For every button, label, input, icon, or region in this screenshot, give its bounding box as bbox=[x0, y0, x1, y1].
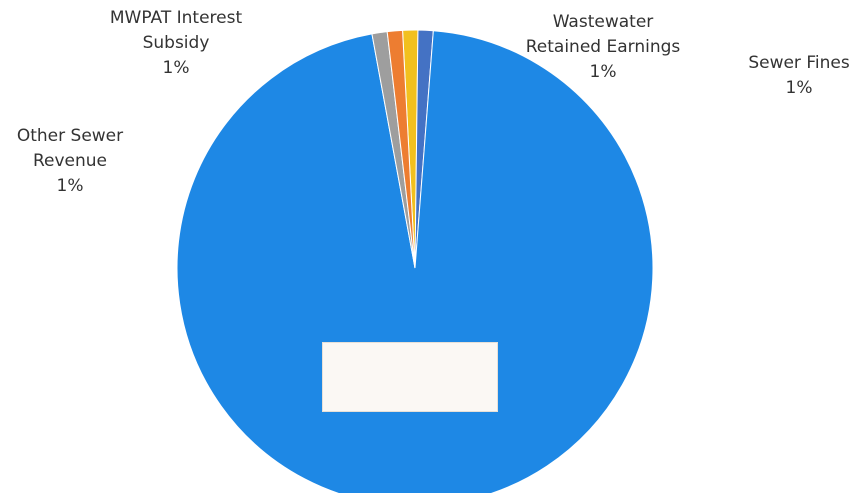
label-wastewater-line1: Wastewater bbox=[552, 12, 654, 32]
pie-slice-main bbox=[176, 30, 654, 493]
label-mwpat-interest-subsidy: MWPAT Interest Subsidy 1% bbox=[110, 6, 242, 81]
label-other-line1: Other Sewer bbox=[16, 126, 124, 146]
label-other-percent: 1% bbox=[56, 176, 84, 196]
label-wastewater-retained-earnings: Wastewater Retained Earnings 1% bbox=[526, 10, 681, 85]
label-sewer-fines-line1: Sewer Fines bbox=[748, 53, 850, 73]
label-mwpat-percent: 1% bbox=[162, 58, 190, 78]
label-wastewater-percent: 1% bbox=[589, 62, 617, 82]
label-mwpat-line1: MWPAT Interest bbox=[109, 8, 243, 28]
label-other-line2: Revenue bbox=[32, 151, 108, 171]
label-wastewater-line2: Retained Earnings bbox=[525, 37, 681, 57]
label-sewer-fines-percent: 1% bbox=[785, 78, 813, 98]
label-other-sewer-revenue: Other Sewer Revenue 1% bbox=[17, 124, 123, 199]
pie-slice-mwpat-interest-subsidy bbox=[386, 29, 416, 269]
label-sewer-fines: Sewer Fines 1% bbox=[748, 51, 849, 101]
label-mwpat-line2: Subsidy bbox=[142, 33, 210, 53]
main-slice-label-box bbox=[322, 342, 498, 412]
